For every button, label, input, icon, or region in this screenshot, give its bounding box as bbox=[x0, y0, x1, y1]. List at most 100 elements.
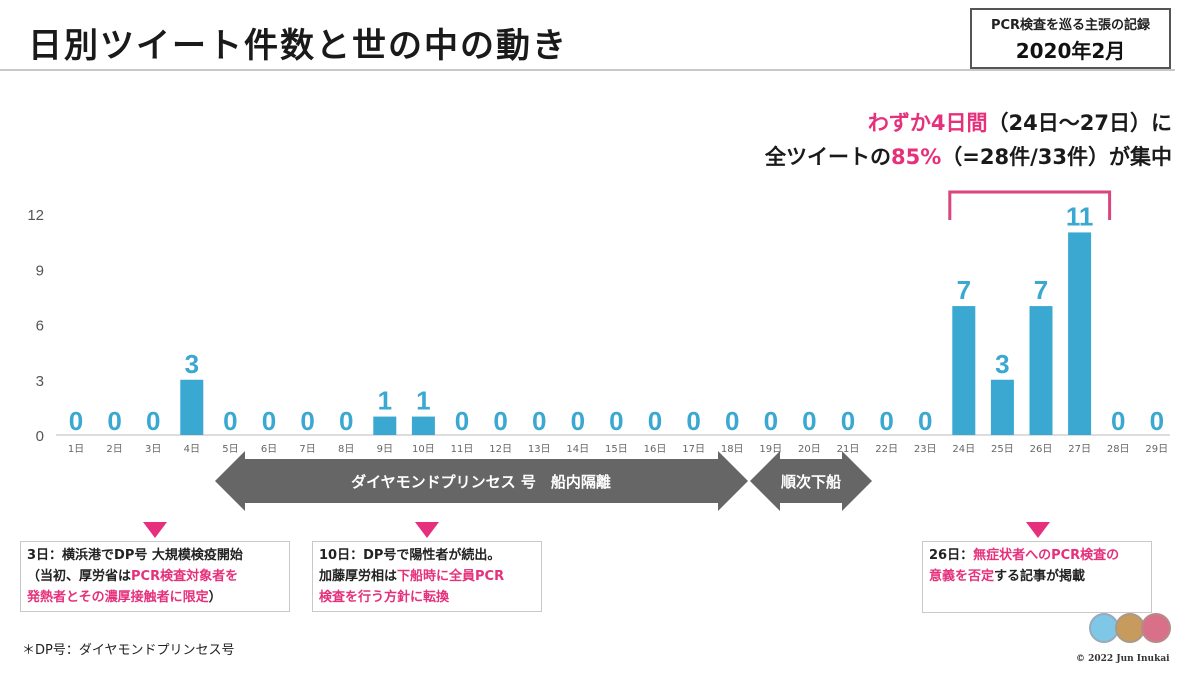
x-tick-label: 6日 bbox=[261, 444, 277, 455]
data-label: 7 bbox=[957, 275, 971, 305]
note-day26: 26日：無症状者へのPCR検査の 意義を否定する記事が掲載 bbox=[922, 541, 1152, 613]
data-label: 0 bbox=[532, 406, 546, 436]
note-day10-line2b: 下船時に全員PCR bbox=[397, 569, 505, 584]
copyright-notice: © 2022 Jun Inukai bbox=[1076, 654, 1170, 664]
marker-triangle-day10 bbox=[415, 522, 439, 538]
x-tick-label: 21日 bbox=[837, 444, 860, 455]
data-label: 3 bbox=[995, 349, 1009, 379]
x-tick-label: 8日 bbox=[338, 444, 354, 455]
bar-26日 bbox=[1029, 306, 1053, 435]
x-tick-label: 1日 bbox=[68, 444, 84, 455]
x-tick-label: 3日 bbox=[145, 444, 161, 455]
note-day3-line2a: （当初、厚労省は bbox=[27, 569, 132, 584]
marker-triangle-day3 bbox=[143, 522, 167, 538]
note-day10-line2: 加藤厚労相は下船時に全員PCR bbox=[319, 566, 535, 587]
note-day3-line3a: 発熱者とその濃厚接触者に限定 bbox=[27, 590, 209, 605]
note-day3: 3日：横浜港でDP号 大規模検疫開始 （当初、厚労省はPCR検査対象者を 発熱者… bbox=[20, 541, 290, 612]
record-date: 2020年2月 bbox=[1015, 39, 1126, 63]
x-tick-label: 15日 bbox=[605, 444, 628, 455]
x-tick-label: 11日 bbox=[451, 444, 474, 455]
data-label: 0 bbox=[1150, 406, 1164, 436]
callout-prefix: 全ツイートの bbox=[765, 145, 892, 169]
data-label: 0 bbox=[107, 406, 121, 436]
data-label: 0 bbox=[262, 406, 276, 436]
data-label: 0 bbox=[493, 406, 507, 436]
x-tick-label: 12日 bbox=[489, 444, 512, 455]
note-day3-line2: （当初、厚労省はPCR検査対象者を bbox=[27, 566, 283, 587]
data-label: 3 bbox=[185, 349, 199, 379]
x-tick-label: 26日 bbox=[1030, 444, 1053, 455]
isolation-arrow-label: ダイヤモンドプリンセス 号 船内隔離 bbox=[351, 473, 611, 491]
data-label: 0 bbox=[609, 406, 623, 436]
bar-27日 bbox=[1068, 232, 1092, 435]
x-tick-label: 10日 bbox=[412, 444, 435, 455]
data-label: 0 bbox=[69, 406, 83, 436]
note-day10-line2a: 加藤厚労相は bbox=[319, 569, 398, 584]
data-label: 1 bbox=[416, 386, 430, 416]
note-day10-line1: 10日：DP号で陽性者が続出。 bbox=[319, 548, 501, 563]
x-tick-label: 23日 bbox=[914, 444, 937, 455]
note-day26-line1b: 無症状者へのPCR検査の bbox=[973, 548, 1120, 563]
data-label: 0 bbox=[841, 406, 855, 436]
x-tick-label: 7日 bbox=[299, 444, 315, 455]
callout-line-2: 全ツイートの85%（=28件/33件）が集中 bbox=[765, 141, 1172, 171]
disembark-arrow-label: 順次下船 bbox=[780, 473, 841, 491]
data-label: 0 bbox=[802, 406, 816, 436]
data-label: 7 bbox=[1034, 275, 1048, 305]
title-divider bbox=[0, 69, 1175, 71]
data-label: 0 bbox=[339, 406, 353, 436]
x-tick-label: 2日 bbox=[106, 444, 122, 455]
data-label: 0 bbox=[686, 406, 700, 436]
y-tick-label: 9 bbox=[36, 262, 44, 279]
x-tick-label: 9日 bbox=[377, 444, 393, 455]
x-tick-label: 29日 bbox=[1145, 444, 1168, 455]
data-label: 1 bbox=[378, 386, 392, 416]
callout-line-1: わずか4日間（24日〜27日）に bbox=[868, 107, 1172, 137]
x-tick-label: 24日 bbox=[952, 444, 975, 455]
bar-24日 bbox=[952, 306, 976, 435]
y-tick-label: 3 bbox=[36, 373, 44, 390]
footnote: ＊DP号：ダイヤモンドプリンセス号 bbox=[22, 643, 235, 658]
x-tick-label: 28日 bbox=[1107, 444, 1130, 455]
note-day26-line2b: する記事が掲載 bbox=[994, 569, 1086, 584]
data-label: 0 bbox=[146, 406, 160, 436]
bar-9日 bbox=[373, 416, 397, 435]
note-day26-line1a: 26日： bbox=[929, 548, 974, 563]
y-tick-label: 0 bbox=[36, 428, 44, 445]
data-label: 0 bbox=[648, 406, 662, 436]
note-day3-line3b: ） bbox=[208, 590, 222, 605]
author-logo bbox=[1089, 613, 1171, 643]
bar-4日 bbox=[180, 379, 204, 435]
x-tick-label: 27日 bbox=[1068, 444, 1091, 455]
note-day3-line3: 発熱者とその濃厚接触者に限定） bbox=[27, 587, 283, 608]
note-day26-line2: 意義を否定する記事が掲載 bbox=[929, 566, 1145, 587]
x-tick-label: 16日 bbox=[644, 444, 667, 455]
y-tick-label: 6 bbox=[36, 318, 44, 335]
data-label: 0 bbox=[300, 406, 314, 436]
note-day10-line3: 検査を行う方針に転換 bbox=[319, 590, 450, 605]
page-title: 日別ツイート件数と世の中の動き bbox=[28, 26, 568, 66]
note-day3-line2b: PCR検査対象者を bbox=[131, 569, 239, 584]
record-subtitle: PCR検査を巡る主張の記録 bbox=[990, 18, 1151, 33]
note-day26-line1: 26日：無症状者へのPCR検査の bbox=[929, 545, 1145, 566]
bar-25日 bbox=[990, 379, 1014, 435]
highlight-bracket bbox=[948, 190, 1112, 220]
x-tick-label: 17日 bbox=[682, 444, 705, 455]
isolation-period-arrow bbox=[215, 451, 748, 511]
x-tick-label: 4日 bbox=[184, 444, 200, 455]
x-tick-label: 14日 bbox=[566, 444, 589, 455]
y-tick-label: 12 bbox=[27, 207, 44, 224]
callout-days-range: （24日〜27日）に bbox=[987, 111, 1172, 135]
data-label: 0 bbox=[725, 406, 739, 436]
callout-suffix: （=28件/33件）が集中 bbox=[941, 145, 1172, 169]
x-tick-label: 18日 bbox=[721, 444, 744, 455]
x-tick-label: 22日 bbox=[875, 444, 898, 455]
disembark-period-arrow bbox=[750, 451, 872, 511]
marker-triangle-day26 bbox=[1026, 522, 1050, 538]
x-tick-label: 25日 bbox=[991, 444, 1014, 455]
data-label: 0 bbox=[764, 406, 778, 436]
data-label: 0 bbox=[918, 406, 932, 436]
x-tick-label: 5日 bbox=[222, 444, 238, 455]
data-label: 0 bbox=[223, 406, 237, 436]
